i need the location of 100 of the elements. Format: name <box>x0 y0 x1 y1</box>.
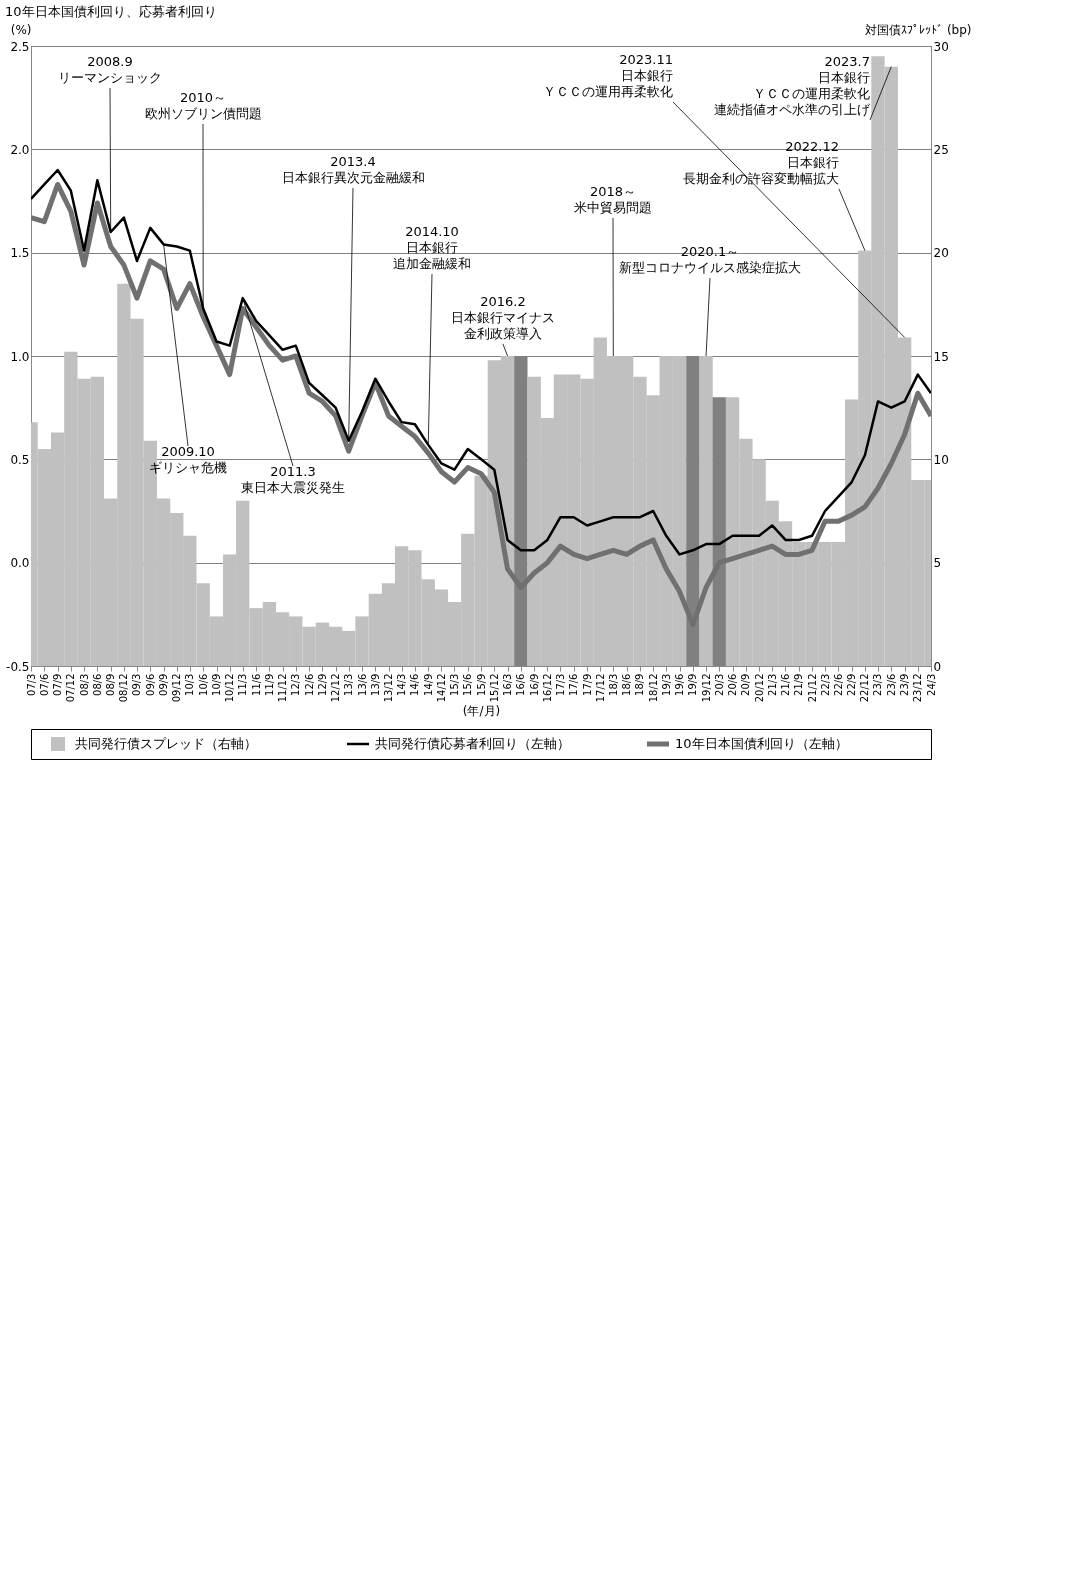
x-tick-label: 09/12 <box>171 673 183 703</box>
y-tick-label: 1.5 <box>10 246 30 261</box>
y-tick-label: -0.5 <box>6 659 30 674</box>
x-tick-label: 17/12 <box>594 673 606 703</box>
legend-label: 共同発行債スプレッド（右軸） <box>75 736 257 751</box>
annotation: 2008.9リーマンショック <box>58 54 162 85</box>
y2-tick-label: 25 <box>933 142 949 157</box>
x-tick-label: 19/12 <box>700 673 712 703</box>
annotation: 2023.7日本銀行ＹＣＣの運用柔軟化連続指値オペ水準の引上げ <box>714 54 871 117</box>
x-tick-label: 11/3 <box>237 673 249 696</box>
x-tick-label: 22/12 <box>859 673 871 703</box>
x-tick-label: 21/9 <box>793 673 805 696</box>
y-tick-label: 2.5 <box>10 39 30 54</box>
x-tick-label: 12/3 <box>290 673 302 696</box>
x-tick-label: 16/9 <box>528 673 540 696</box>
x-tick-label: 07/9 <box>52 673 64 696</box>
x-tick-label: 14/6 <box>409 673 421 696</box>
x-tick-label: 22/3 <box>819 673 831 696</box>
y-tick-label: 0.0 <box>10 556 30 571</box>
x-tick-label: 10/6 <box>197 673 209 696</box>
annotation: 2013.4日本銀行異次元金融緩和 <box>281 154 425 185</box>
chart-title: 10年日本国債利回り、応募者利回り <box>5 3 217 19</box>
x-tick-label: 18/6 <box>621 673 633 696</box>
x-tick-label: 12/12 <box>330 673 342 703</box>
x-tick-label: 15/3 <box>448 673 460 696</box>
y2-tick-label: 0 <box>933 659 942 674</box>
x-tick-label: 19/3 <box>660 673 672 696</box>
x-tick-label: 16/6 <box>515 673 527 696</box>
x-tick-label: 24/3 <box>925 673 937 696</box>
x-tick-label: 15/6 <box>462 673 474 696</box>
x-tick-label: 19/9 <box>687 673 699 696</box>
x-tick-label: 09/9 <box>158 673 170 696</box>
y2-axis-title: 対国債ｽﾌﾟﾚｯﾄﾞ (bp) <box>865 22 972 37</box>
annotation: 2010～欧州ソブリン債問題 <box>144 90 262 121</box>
x-tick-label: 23/6 <box>885 673 897 696</box>
x-tick-label: 23/3 <box>872 673 884 696</box>
x-tick-label: 11/6 <box>250 673 262 696</box>
x-tick-label: 21/3 <box>766 673 778 696</box>
x-tick-label: 11/9 <box>263 673 275 696</box>
x-tick-label: 23/12 <box>912 673 924 703</box>
x-tick-label: 22/9 <box>846 673 858 696</box>
y2-tick-label: 15 <box>933 349 949 364</box>
x-tick-label: 20/9 <box>740 673 752 696</box>
x-tick-label: 17/3 <box>554 673 566 696</box>
x-tick-label: 13/9 <box>369 673 381 696</box>
x-tick-label: 18/9 <box>634 673 646 696</box>
x-tick-label: 18/12 <box>647 673 659 703</box>
x-tick-label: 13/6 <box>356 673 368 696</box>
x-tick-label: 20/3 <box>713 673 725 696</box>
annotation: 2016.2日本銀行マイナス金利政策導入 <box>451 294 555 341</box>
x-tick-label: 10/9 <box>211 673 223 696</box>
x-tick-label: 16/3 <box>502 673 514 696</box>
x-tick-label: 10/3 <box>184 673 196 696</box>
x-tick-label: 14/3 <box>396 673 408 696</box>
x-tick-label: 14/12 <box>435 673 447 703</box>
x-tick-label: 07/12 <box>65 673 77 703</box>
x-tick-label: 12/9 <box>316 673 328 696</box>
legend-label: 共同発行債応募者利回り（左軸） <box>375 736 570 751</box>
x-tick-label: 07/6 <box>38 673 50 696</box>
x-tick-label: 18/3 <box>607 673 619 696</box>
annotation: 2011.3東日本大震災発生 <box>241 464 345 495</box>
y2-tick-label: 20 <box>933 246 949 261</box>
x-tick-label: 17/9 <box>581 673 593 696</box>
x-tick-label: 08/6 <box>91 673 103 696</box>
annotation: 2014.10日本銀行追加金融緩和 <box>393 224 471 271</box>
x-tick-label: 08/3 <box>78 673 90 696</box>
x-tick-label: 08/9 <box>105 673 117 696</box>
x-tick-label: 14/9 <box>422 673 434 696</box>
y-axis-title: (%) <box>10 22 32 37</box>
x-tick-label: 19/6 <box>674 673 686 696</box>
y-tick-label: 1.0 <box>10 349 30 364</box>
y-tick-label: 2.0 <box>10 142 30 157</box>
x-tick-label: 17/6 <box>568 673 580 696</box>
y2-tick-label: 5 <box>933 556 942 571</box>
y2-tick-label: 30 <box>933 39 949 54</box>
x-tick-label: 20/12 <box>753 673 765 703</box>
x-tick-label: 13/3 <box>343 673 355 696</box>
x-tick-label: 16/12 <box>541 673 553 703</box>
x-tick-label: 15/12 <box>488 673 500 703</box>
x-tick-label: 20/6 <box>727 673 739 696</box>
annotation: 2020.1～新型コロナウイルス感染症拡大 <box>619 244 801 275</box>
annotation: 2018～米中貿易問題 <box>574 184 652 215</box>
y2-tick-label: 10 <box>933 452 949 467</box>
x-axis-title: (年/月) <box>462 704 501 719</box>
x-tick-label: 12/6 <box>303 673 315 696</box>
x-tick-label: 13/12 <box>383 673 395 703</box>
x-tick-label: 10/12 <box>224 673 236 703</box>
x-tick-label: 22/6 <box>832 673 844 696</box>
x-tick-label: 09/3 <box>131 673 143 696</box>
x-tick-label: 09/6 <box>144 673 156 696</box>
legend-label: 10年日本国債利回り（左軸） <box>675 736 848 751</box>
annotation: 2009.10ギリシャ危機 <box>149 444 227 475</box>
x-tick-label: 08/12 <box>118 673 130 703</box>
x-tick-label: 11/12 <box>277 673 289 703</box>
x-tick-label: 07/3 <box>25 673 37 696</box>
y-tick-label: 0.5 <box>10 452 30 467</box>
x-tick-label: 21/6 <box>779 673 791 696</box>
annotation: 2023.11日本銀行ＹＣＣの運用再柔軟化 <box>543 52 673 99</box>
annotation: 2022.12日本銀行長期金利の許容変動幅拡大 <box>683 139 839 186</box>
x-tick-label: 15/9 <box>475 673 487 696</box>
